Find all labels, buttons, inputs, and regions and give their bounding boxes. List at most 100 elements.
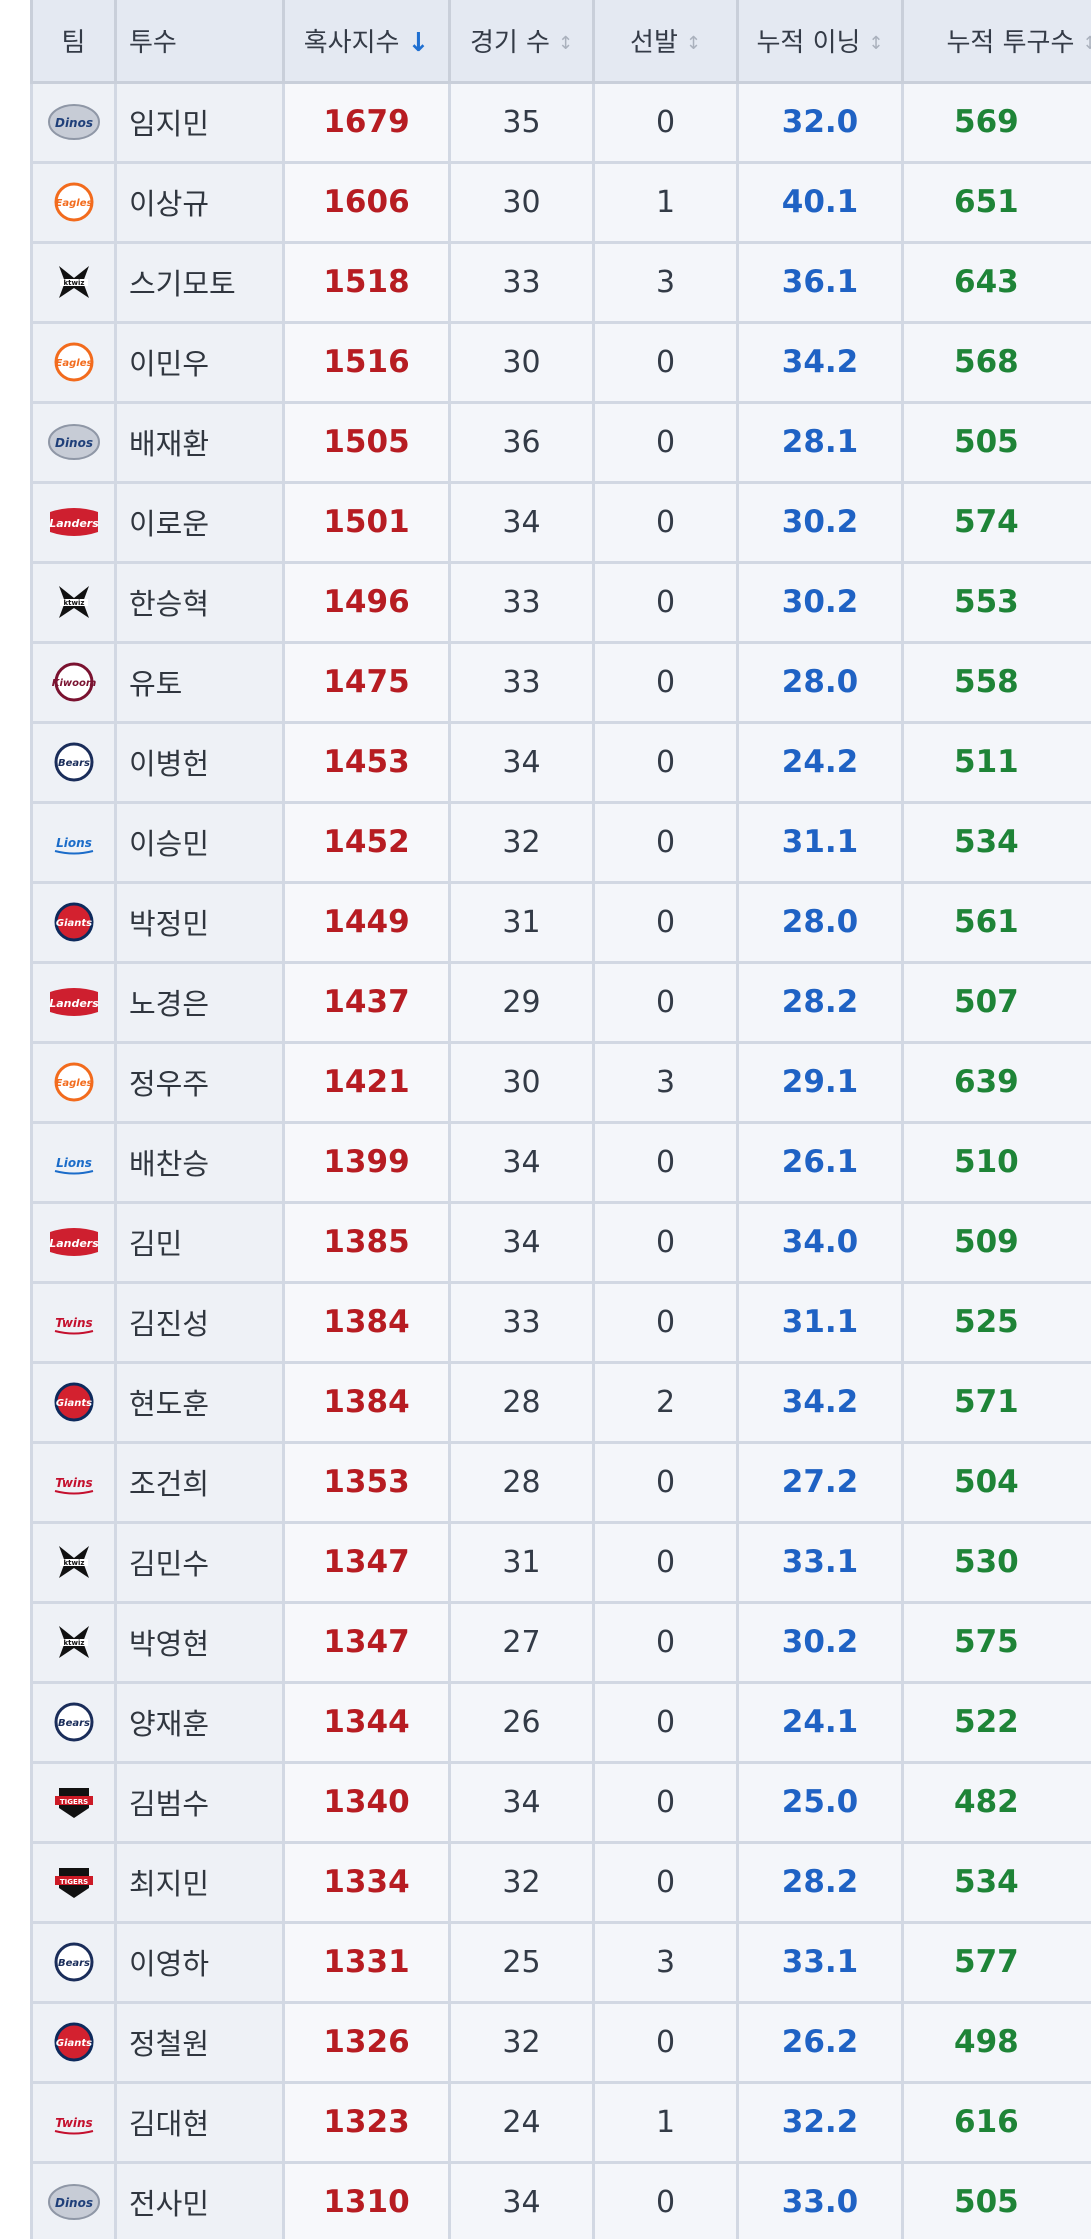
games-cell: 36 [448,400,595,484]
svg-text:Giants: Giants [55,2038,91,2049]
starts-cell: 0 [592,1600,739,1684]
svg-text:Dinos: Dinos [54,436,92,450]
header-games[interactable]: 경기 수 ↕ [448,0,595,84]
table-row: ktwiz 김민수 1347 31 0 33.1 530 [30,1520,1091,1604]
innings-cell: 33.1 [736,1520,904,1604]
pitcher-name-cell: 이승민 [114,800,285,884]
team-cell: Landers [30,960,117,1044]
team-cell: Landers [30,1200,117,1284]
team-logo-ktwiz-icon: ktwiz [47,1540,101,1584]
overuse-score-cell: 1331 [282,1920,451,2004]
pitcher-name-cell: 정우주 [114,1040,285,1124]
team-cell: Giants [30,880,117,964]
svg-text:Twins: Twins [55,1316,92,1330]
table-row: Lions 이승민 1452 32 0 31.1 534 [30,800,1091,884]
overuse-score-cell: 1516 [282,320,451,404]
innings-cell: 25.0 [736,1760,904,1844]
team-cell: Landers [30,480,117,564]
starts-cell: 1 [592,2080,739,2164]
pitcher-stats-table: 팀 투수 혹사지수↓ 경기 수 ↕ 선발 ↕ 누적 이닝 ↕ 누적 투구수 ↕ Dino… [30,0,1091,2239]
header-innings[interactable]: 누적 이닝 ↕ [736,0,904,84]
svg-text:TIGERS: TIGERS [59,1878,87,1886]
starts-cell: 0 [592,1120,739,1204]
innings-cell: 30.2 [736,480,904,564]
table-row: Twins 조건희 1353 28 0 27.2 504 [30,1440,1091,1524]
pitcher-name-cell: 유토 [114,640,285,724]
pitcher-name-cell: 김진성 [114,1280,285,1364]
starts-cell: 0 [592,1760,739,1844]
overuse-score-cell: 1326 [282,2000,451,2084]
overuse-score-cell: 1385 [282,1200,451,1284]
innings-cell: 24.1 [736,1680,904,1764]
games-cell: 30 [448,320,595,404]
innings-cell: 28.0 [736,880,904,964]
team-logo-lions-icon: Lions [47,1140,101,1184]
overuse-score-cell: 1384 [282,1280,451,1364]
innings-cell: 26.1 [736,1120,904,1204]
header-team-label: 팀 [61,27,86,58]
pitcher-name-cell: 김대현 [114,2080,285,2164]
overuse-score-cell: 1679 [282,80,451,164]
innings-cell: 40.1 [736,160,904,244]
header-score[interactable]: 혹사지수 ↓ [282,0,451,84]
team-cell: Lions [30,800,117,884]
pitcher-name-cell: 이상규 [114,160,285,244]
games-cell: 28 [448,1440,595,1524]
overuse-score-cell: 1421 [282,1040,451,1124]
table-row: Landers 이로운 1501 34 0 30.2 574 [30,480,1091,564]
games-cell: 34 [448,480,595,564]
games-cell: 33 [448,1280,595,1364]
games-cell: 33 [448,640,595,724]
header-pitches[interactable]: 누적 투구수 ↕ [901,0,1091,84]
header-innings-label: 누적 이닝 [756,27,861,58]
innings-cell: 34.2 [736,1360,904,1444]
svg-text:ktwiz: ktwiz [63,279,84,287]
team-cell: ktwiz [30,240,117,324]
games-cell: 31 [448,1520,595,1604]
svg-text:Twins: Twins [55,2116,92,2130]
table-row: Kiwoom 유토 1475 33 0 28.0 558 [30,640,1091,724]
games-cell: 31 [448,880,595,964]
games-cell: 34 [448,1200,595,1284]
team-logo-eagles-icon: Eagles [47,340,101,384]
sort-descending-icon: ↓ [407,28,430,59]
starts-cell: 0 [592,1840,739,1924]
overuse-score-cell: 1347 [282,1600,451,1684]
team-cell: Twins [30,1280,117,1364]
games-cell: 32 [448,1840,595,1924]
overuse-score-cell: 1452 [282,800,451,884]
overuse-score-cell: 1496 [282,560,451,644]
team-cell: Dinos [30,2160,117,2239]
starts-cell: 3 [592,1040,739,1124]
table-row: Dinos 임지민 1679 35 0 32.0 569 [30,80,1091,164]
games-cell: 27 [448,1600,595,1684]
innings-cell: 29.1 [736,1040,904,1124]
pitcher-name-cell: 배재환 [114,400,285,484]
pitches-cell: 643 [901,240,1091,324]
pitcher-name-cell: 현도훈 [114,1360,285,1444]
games-cell: 29 [448,960,595,1044]
team-cell: Bears [30,720,117,804]
pitches-cell: 505 [901,400,1091,484]
innings-cell: 36.1 [736,240,904,324]
team-cell: Giants [30,1360,117,1444]
svg-text:Giants: Giants [55,918,91,929]
team-cell: ktwiz [30,560,117,644]
pitches-cell: 511 [901,720,1091,804]
pitches-cell: 504 [901,1440,1091,1524]
sort-neutral-icon: ↕ [557,32,574,54]
header-team[interactable]: 팀 [30,0,117,84]
header-pitcher[interactable]: 투수 [114,0,285,84]
table-row: Landers 김민 1385 34 0 34.0 509 [30,1200,1091,1284]
team-cell: TIGERS [30,1760,117,1844]
games-cell: 34 [448,1760,595,1844]
team-logo-ktwiz-icon: ktwiz [47,1620,101,1664]
table-row: Bears 이병헌 1453 34 0 24.2 511 [30,720,1091,804]
table-row: Giants 현도훈 1384 28 2 34.2 571 [30,1360,1091,1444]
overuse-score-cell: 1384 [282,1360,451,1444]
team-cell: Eagles [30,1040,117,1124]
starts-cell: 0 [592,800,739,884]
svg-text:Landers: Landers [49,997,99,1010]
pitches-cell: 482 [901,1760,1091,1844]
header-starts[interactable]: 선발 ↕ [592,0,739,84]
